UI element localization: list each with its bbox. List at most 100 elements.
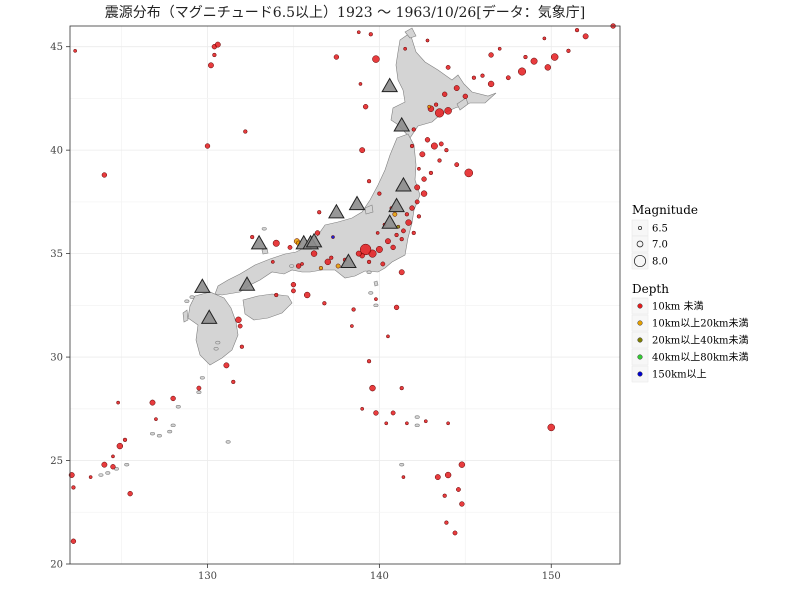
legend-depth-label: 10km 未満 bbox=[652, 301, 703, 313]
volcano-triangle-marker bbox=[193, 278, 211, 293]
earthquake-point bbox=[350, 324, 354, 328]
earthquake-point bbox=[110, 464, 116, 470]
earthquake-point bbox=[416, 214, 422, 219]
earthquake-point bbox=[405, 219, 412, 226]
axis-ticks: 130 140 150 20 25 30 35 40 45 bbox=[50, 42, 561, 582]
y-tick-label: 40 bbox=[50, 146, 63, 157]
legend-magnitude-label: 8.0 bbox=[652, 257, 668, 268]
earthquake-point bbox=[385, 238, 391, 245]
volcano-markers bbox=[193, 77, 412, 324]
earthquake-point bbox=[351, 307, 356, 312]
earthquake-point bbox=[445, 64, 451, 70]
earthquake-point bbox=[390, 244, 396, 251]
earthquake-point bbox=[423, 419, 428, 424]
earthquake-point bbox=[404, 212, 409, 217]
earthquake-point bbox=[582, 33, 589, 40]
earthquake-point bbox=[373, 410, 379, 416]
legend-key-box bbox=[631, 219, 649, 237]
earthquake-point bbox=[401, 475, 406, 479]
legend-depth-symbol bbox=[637, 320, 643, 326]
island-shape bbox=[414, 415, 420, 419]
earthquake-point bbox=[542, 36, 547, 41]
earthquake-point bbox=[377, 191, 382, 196]
volcano-triangle-marker bbox=[328, 203, 345, 219]
earthquake-point bbox=[380, 261, 386, 267]
earthquake-point bbox=[464, 168, 474, 178]
island-shape bbox=[189, 295, 195, 299]
earthquake-point bbox=[372, 55, 380, 63]
earthquake-point bbox=[456, 487, 461, 492]
earthquake-point bbox=[116, 442, 124, 450]
volcano-triangle-marker bbox=[395, 176, 412, 192]
legend-magnitude: Magnitude 6.5 7.0 8.0 bbox=[631, 203, 698, 270]
earthquake-point bbox=[270, 260, 275, 264]
island-shape bbox=[289, 264, 295, 268]
earthquake-point bbox=[368, 32, 373, 37]
earthquake-point bbox=[250, 234, 255, 240]
earthquake-point bbox=[523, 54, 528, 60]
earthquake-point bbox=[442, 493, 447, 498]
earthquake-point bbox=[566, 48, 571, 53]
earthquake-point bbox=[317, 210, 322, 215]
earthquake-point bbox=[303, 291, 311, 299]
earthquake-point bbox=[444, 148, 449, 153]
earthquake-point bbox=[335, 263, 341, 269]
earthquake-point bbox=[170, 395, 176, 402]
earthquake-point bbox=[212, 52, 217, 58]
earthquake-point bbox=[444, 471, 452, 479]
kunashiri-shape bbox=[456, 97, 469, 111]
island-shape bbox=[167, 429, 173, 434]
earthquake-point bbox=[505, 75, 511, 81]
earthquake-point bbox=[414, 199, 420, 205]
y-tick-label: 20 bbox=[50, 560, 63, 571]
plot-panel-background bbox=[70, 26, 620, 564]
earthquake-point bbox=[530, 57, 538, 65]
volcano-triangle-marker bbox=[200, 309, 218, 324]
island-shape bbox=[366, 270, 372, 274]
earthquake-point bbox=[73, 48, 78, 53]
legend-depth-title: Depth bbox=[632, 282, 669, 296]
earthquake-point bbox=[196, 385, 202, 391]
earthquake-point bbox=[375, 246, 383, 253]
earthquake-point bbox=[420, 190, 428, 197]
earthquake-point bbox=[235, 316, 242, 324]
earthquake-point bbox=[237, 323, 243, 329]
earthquake-point bbox=[409, 205, 415, 211]
earthquake-point bbox=[453, 85, 460, 92]
earthquake-point bbox=[358, 82, 363, 86]
earthquake-point bbox=[417, 166, 421, 171]
earthquake-point bbox=[362, 104, 369, 110]
legend-depth-label: 10km以上20km未満 bbox=[652, 318, 749, 330]
shikoku-shape bbox=[242, 293, 293, 321]
island-shape bbox=[124, 462, 130, 467]
earthquake-point bbox=[437, 158, 442, 163]
earthquake-point bbox=[287, 245, 293, 250]
island-shape bbox=[196, 390, 202, 394]
earthquake-point bbox=[116, 400, 120, 405]
earthquake-point bbox=[272, 239, 280, 247]
legend-depth-symbol bbox=[637, 337, 643, 343]
legend-depth-symbol bbox=[637, 303, 643, 309]
earthquake-point bbox=[88, 475, 93, 479]
earthquake-point bbox=[428, 170, 434, 176]
legend-depth-symbol bbox=[637, 371, 643, 377]
sakhalin-tip-shape bbox=[404, 27, 417, 39]
izu-oshima-shape bbox=[373, 280, 379, 287]
earthquake-point bbox=[149, 399, 156, 406]
earthquake-point bbox=[433, 102, 439, 107]
earthquake-point bbox=[462, 93, 468, 100]
earthquake-point bbox=[295, 263, 302, 269]
earthquake-point bbox=[405, 421, 409, 426]
x-tick-label: 150 bbox=[542, 571, 561, 582]
legend-magnitude-title: Magnitude bbox=[632, 203, 698, 217]
earthquake-point bbox=[547, 423, 555, 432]
island-shape bbox=[199, 376, 205, 380]
earthquake-point bbox=[127, 490, 133, 497]
earthquake-point bbox=[430, 142, 438, 150]
earthquake-point bbox=[71, 485, 76, 490]
earthquake-point bbox=[375, 231, 380, 235]
earthquake-point bbox=[360, 406, 365, 411]
earthquake-point bbox=[442, 91, 448, 97]
y-tick-label: 30 bbox=[50, 353, 63, 364]
